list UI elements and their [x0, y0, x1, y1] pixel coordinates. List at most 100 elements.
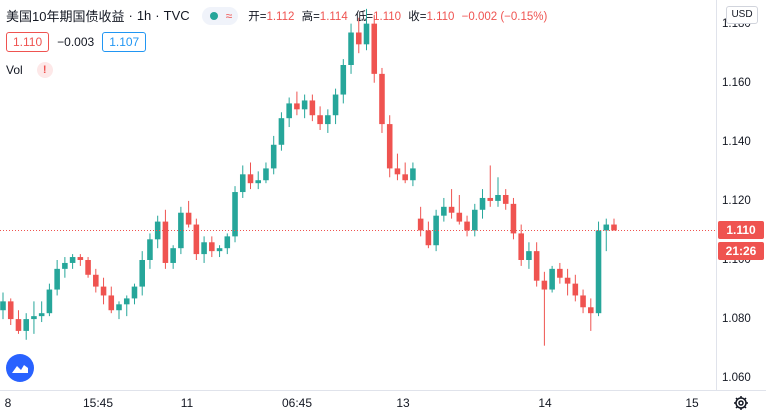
candle-body	[595, 230, 602, 314]
candle-up	[131, 283, 138, 305]
candle-up	[479, 189, 486, 219]
price-tick-label: 1.140	[722, 135, 751, 148]
candle-body	[31, 316, 37, 320]
candle-body	[533, 251, 540, 281]
candle-up	[340, 59, 347, 104]
candle-body	[394, 168, 401, 175]
candle-body	[7, 301, 14, 320]
candle-body	[472, 209, 478, 231]
warning-icon[interactable]: !	[36, 62, 53, 78]
candle-up	[301, 94, 308, 119]
candle-body	[185, 212, 192, 225]
candle-body	[278, 118, 285, 145]
candle-body	[294, 103, 300, 110]
interval-label[interactable]: 1h	[136, 8, 152, 23]
gear-icon[interactable]	[731, 393, 751, 413]
candle-body	[116, 304, 122, 311]
candle-down	[355, 17, 362, 54]
series-status-buttons[interactable]: ≈	[201, 6, 239, 25]
candle-body	[239, 174, 246, 193]
candle-up	[216, 245, 223, 258]
candle-up	[441, 197, 447, 222]
candle-up	[263, 162, 269, 184]
candle-down	[417, 206, 424, 237]
candle-down	[518, 224, 524, 266]
candle-body	[557, 268, 563, 278]
candle-up	[139, 251, 145, 296]
time-tick-label: 8	[4, 396, 12, 410]
candle-up	[46, 283, 53, 317]
candle-body	[162, 221, 169, 263]
ask-price-box[interactable]: 1.107	[102, 32, 147, 52]
candle-body	[526, 251, 532, 260]
bar-countdown-label: 21:26	[718, 242, 764, 261]
candle-down	[448, 189, 455, 219]
candle-down	[108, 286, 115, 314]
candle-up	[286, 97, 292, 128]
candle-body	[224, 236, 231, 249]
candle-down	[510, 197, 517, 240]
candle-body	[123, 298, 130, 305]
tradingview-logo-icon[interactable]	[6, 354, 34, 382]
candle-body	[85, 260, 91, 275]
candle-body	[201, 242, 207, 255]
candle-body	[232, 192, 238, 237]
candle-body	[15, 319, 22, 331]
candle-body	[325, 115, 331, 125]
candle-body	[108, 295, 115, 311]
currency-button[interactable]: USD	[726, 6, 758, 24]
candle-down	[185, 200, 192, 228]
candle-up	[472, 203, 478, 237]
candle-body	[348, 32, 354, 65]
candle-up	[69, 254, 76, 269]
candle-up	[123, 295, 130, 317]
candle-body	[147, 239, 153, 260]
price-tick-label: 1.080	[722, 313, 751, 326]
candle-up	[0, 292, 6, 320]
candle-up	[170, 245, 176, 269]
candle-body	[417, 218, 424, 231]
time-tick-label: 15:45	[82, 396, 114, 410]
candle-body	[518, 233, 524, 260]
candle-body	[371, 23, 378, 74]
candle-body	[433, 215, 439, 246]
series-legend: 美国10年期国债收益 · 1h · TVC ≈ 开=1.112 高=1.114 …	[6, 6, 551, 25]
candle-down	[193, 218, 200, 260]
candle-up	[332, 88, 339, 125]
source-label: TVC	[163, 8, 190, 23]
symbol-name[interactable]: 美国10年期国债收益	[6, 9, 125, 24]
candle-down	[371, 14, 378, 83]
candle-body	[564, 277, 571, 284]
candle-down	[464, 215, 470, 237]
bid-price-box[interactable]: 1.110	[6, 32, 50, 52]
volume-label[interactable]: Vol	[6, 63, 23, 77]
candle-up	[147, 233, 153, 269]
candle-body	[355, 32, 362, 45]
candle-down	[402, 162, 408, 184]
candle-body	[332, 94, 339, 116]
candle-down	[533, 242, 540, 287]
candle-body	[139, 260, 145, 287]
candle-body	[209, 242, 215, 252]
candle-body	[255, 180, 262, 184]
candle-down	[580, 289, 586, 314]
candle-down	[394, 153, 401, 181]
candle-body	[193, 224, 200, 255]
market-open-dot-icon[interactable]	[209, 11, 218, 20]
volume-legend: Vol !	[6, 62, 53, 78]
candle-body	[603, 224, 610, 231]
candle-up	[31, 301, 37, 334]
time-tick-label: 14	[538, 396, 552, 410]
change-value: −0.002 (−0.15%)	[461, 10, 548, 23]
candle-down	[564, 268, 571, 296]
candle-up	[410, 162, 416, 187]
candle-up	[495, 177, 501, 207]
last-price-label: 1.110	[718, 221, 764, 240]
price-chart[interactable]	[0, 0, 716, 390]
data-delay-icon[interactable]: ≈	[225, 8, 233, 23]
price-tick-label: 1.160	[722, 76, 751, 89]
close-value: 1.110	[426, 10, 455, 23]
candle-body	[386, 124, 393, 169]
candle-body	[580, 295, 586, 308]
